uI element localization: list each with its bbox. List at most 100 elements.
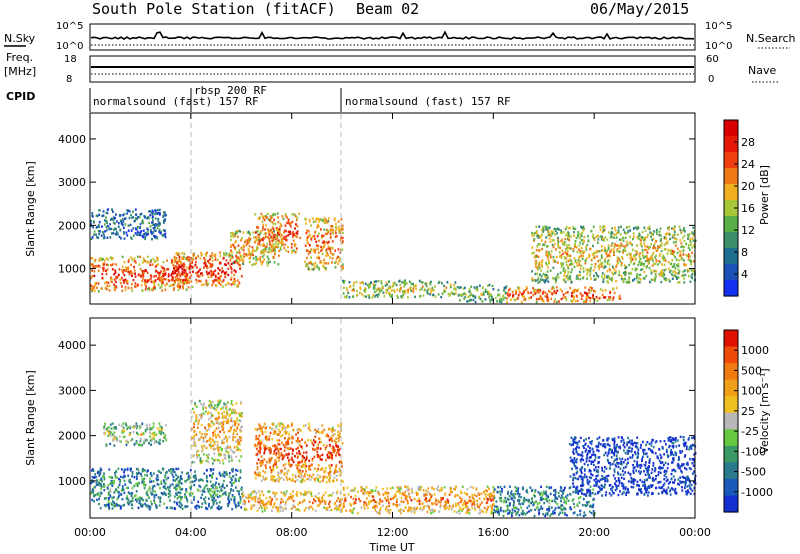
velocity-colorbar-segment bbox=[724, 346, 738, 364]
time-tick-label: 00:00 bbox=[679, 526, 711, 539]
power-colorbar-segment bbox=[724, 120, 738, 137]
power-ytick-label: 3000 bbox=[58, 176, 86, 189]
power-colorbar-tick: 16 bbox=[741, 202, 755, 215]
velocity-colorbar-segment bbox=[724, 445, 738, 463]
velocity-colorbar-segment bbox=[724, 330, 738, 348]
velocity-echo-region bbox=[90, 467, 243, 511]
power-ytick-label: 4000 bbox=[58, 133, 86, 146]
power-echo-region bbox=[304, 216, 344, 271]
power-echo-region bbox=[506, 285, 622, 304]
velocity-echo-region bbox=[190, 399, 243, 465]
power-echo-region bbox=[531, 225, 697, 284]
velocity-colorbar-segment bbox=[724, 429, 738, 447]
velocity-colorbar-tick: 25 bbox=[741, 405, 755, 418]
velocity-colorbar-segment bbox=[724, 462, 738, 480]
date-label: 06/May/2015 bbox=[590, 0, 690, 18]
nsearch-tick-low: 10^0 bbox=[705, 41, 732, 52]
velocity-colorbar-segment bbox=[724, 396, 738, 414]
velocity-colorbar-segment bbox=[724, 363, 738, 381]
nsearch-tick-high: 10^5 bbox=[705, 21, 732, 32]
power-colorbar-segment bbox=[724, 168, 738, 185]
power-colorbar: 4 8 12 16 20 24 28 bbox=[723, 119, 755, 297]
cpid-row: CPID normalsound (fast) 157 RF rbsp 200 … bbox=[6, 84, 511, 112]
power-echo-region bbox=[342, 279, 457, 299]
power-colorbar-tick: 24 bbox=[741, 158, 755, 171]
nsky-frame bbox=[89, 23, 696, 51]
cpid-segment-2: rbsp 200 RF bbox=[194, 84, 267, 97]
nsearch-label: N.Search bbox=[746, 32, 796, 45]
velocity-echo-region bbox=[103, 422, 168, 447]
beam-label: Beam 02 bbox=[356, 0, 420, 18]
freq-frame bbox=[89, 55, 696, 83]
velocity-echo-region bbox=[253, 422, 344, 484]
velocity-colorbar-tick: 500 bbox=[741, 364, 762, 377]
velocity-echo-region bbox=[241, 490, 344, 513]
velocity-panel: 1000 2000 3000 4000 Slant Range [km] 1000 50… bbox=[24, 317, 773, 519]
velocity-echo-region bbox=[342, 485, 495, 515]
freq-label: Freq. bbox=[6, 51, 33, 64]
power-colorbar-segment bbox=[724, 264, 738, 281]
velocity-colorbar-tick: 1000 bbox=[741, 344, 769, 357]
power-echo-region bbox=[90, 255, 193, 293]
plot-title: South Pole Station (fitACF) bbox=[92, 0, 336, 18]
velocity-ytick-label: 1000 bbox=[58, 475, 86, 488]
power-colorbar-tick: 28 bbox=[741, 136, 755, 149]
velocity-ytick-label: 4000 bbox=[58, 339, 86, 352]
time-tick-label: 12:00 bbox=[377, 526, 409, 539]
velocity-colorbar-label: Velocity [m s⁻¹] bbox=[758, 368, 771, 453]
nsky-trace bbox=[90, 30, 695, 40]
power-echo-region bbox=[456, 283, 508, 304]
nave-tick-high: 60 bbox=[706, 54, 719, 65]
power-echo-region bbox=[170, 251, 243, 289]
time-tick-label: 08:00 bbox=[276, 526, 308, 539]
freq-tick-low: 8 bbox=[66, 74, 72, 85]
cpid-segment-1: normalsound (fast) 157 RF bbox=[93, 95, 259, 108]
velocity-ylabel: Slant Range [km] bbox=[24, 370, 37, 466]
power-colorbar-tick: 4 bbox=[741, 268, 748, 281]
power-colorbar-segment bbox=[724, 184, 738, 201]
nsky-label: N.Sky bbox=[4, 32, 36, 45]
power-colorbar-segment bbox=[724, 248, 738, 265]
power-colorbar-tick: 12 bbox=[741, 224, 755, 237]
time-tick-label: 04:00 bbox=[175, 526, 207, 539]
freq-tick-high: 18 bbox=[64, 54, 77, 65]
power-colorbar-segment bbox=[724, 200, 738, 217]
velocity-echo-region bbox=[493, 485, 596, 518]
velocity-ytick-label: 2000 bbox=[58, 430, 86, 443]
velocity-colorbar-segment bbox=[724, 478, 738, 496]
power-y-ticks: 1000 2000 3000 4000 bbox=[58, 133, 695, 276]
power-panel: 1000 2000 3000 4000 Slant Range [km] 4 8 12 16… bbox=[24, 112, 771, 305]
velocity-colorbar-tick: -500 bbox=[741, 466, 766, 479]
velocity-ytick-label: 3000 bbox=[58, 384, 86, 397]
velocity-colorbar-segment bbox=[724, 495, 738, 513]
power-ytick-label: 1000 bbox=[58, 263, 86, 276]
power-ylabel: Slant Range [km] bbox=[24, 161, 37, 257]
power-colorbar-tick: 8 bbox=[741, 246, 748, 259]
power-colorbar-tick: 20 bbox=[741, 180, 755, 193]
nave-tick-low: 0 bbox=[708, 74, 714, 85]
nave-label: Nave bbox=[748, 64, 776, 77]
freq-strip: Freq. [MHz] 18 8 60 0 Nave bbox=[4, 51, 778, 85]
velocity-colorbar: 1000 500 100 25 -25 -100 -500 -1000 bbox=[723, 329, 773, 513]
velocity-echo-layer bbox=[90, 399, 697, 518]
power-colorbar-label: Power [dB] bbox=[758, 165, 771, 225]
power-ytick-label: 2000 bbox=[58, 219, 86, 232]
velocity-colorbar-tick: -100 bbox=[741, 445, 766, 458]
nsky-tick-high: 10^5 bbox=[56, 21, 83, 32]
power-colorbar-segment bbox=[724, 232, 738, 249]
velocity-colorbar-segment bbox=[724, 412, 738, 430]
power-colorbar-segment bbox=[724, 280, 738, 297]
power-echo-layer bbox=[90, 208, 697, 304]
velocity-y-ticks: 1000 2000 3000 4000 bbox=[58, 339, 695, 488]
time-axis: 00:00 04:00 08:00 12:00 16:00 20:00 00:00 bbox=[74, 113, 711, 539]
power-echo-region bbox=[254, 212, 301, 254]
time-tick-label: 20:00 bbox=[578, 526, 610, 539]
cpid-segment-3: normalsound (fast) 157 RF bbox=[345, 95, 511, 108]
power-echo-region bbox=[90, 208, 167, 241]
time-tick-label: 00:00 bbox=[74, 526, 106, 539]
velocity-colorbar-tick: -25 bbox=[741, 425, 759, 438]
velocity-colorbar-segment bbox=[724, 379, 738, 397]
time-axis-label: Time UT bbox=[368, 541, 414, 554]
velocity-colorbar-tick: -1000 bbox=[741, 486, 773, 499]
